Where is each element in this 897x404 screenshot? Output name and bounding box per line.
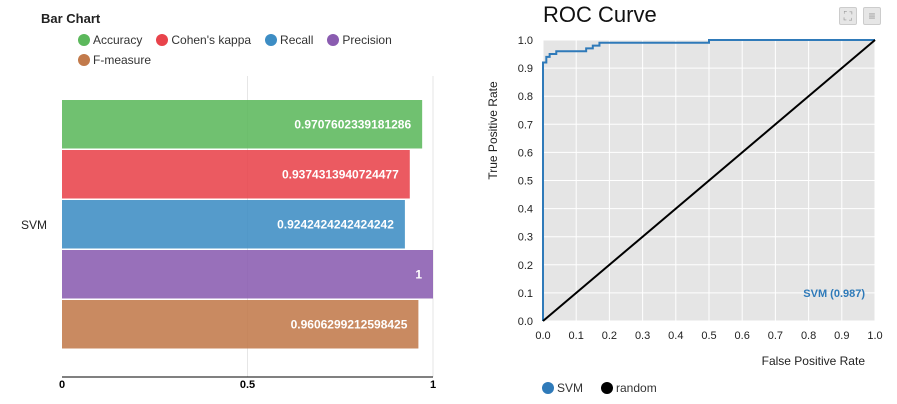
legend-marker — [78, 54, 90, 66]
bar-data-label: 1 — [415, 267, 422, 281]
series-line-svm — [542, 39, 875, 321]
x-tick-label: 0.6 — [735, 330, 750, 342]
y-tick-label: 0.3 — [518, 232, 533, 244]
legend-marker — [542, 382, 554, 394]
x-tick-label: 0.4 — [668, 330, 683, 342]
bar-chart-title: Bar Chart — [41, 11, 101, 26]
bar — [62, 100, 423, 149]
legend-label: Accuracy — [93, 33, 143, 47]
legend-item[interactable]: Accuracy — [78, 30, 142, 50]
y-tick-label: 0.0 — [518, 316, 533, 328]
y-tick-label: 0.6 — [518, 147, 533, 159]
y-tick-label: 0.1 — [518, 288, 533, 300]
series-annotation: SVM (0.987) — [803, 288, 865, 300]
menu-icon[interactable]: ≡ — [863, 7, 881, 25]
series-line-random — [542, 39, 876, 322]
legend-label: SVM — [557, 381, 584, 395]
legend-marker — [265, 34, 278, 46]
roc-chart-legend: SVM random — [542, 378, 675, 398]
x-tick-label: 0.9 — [834, 330, 849, 342]
y-tick-label: 0.7 — [518, 119, 533, 131]
legend-item[interactable]: random — [601, 378, 657, 398]
bar — [62, 200, 405, 249]
x-axis-title: False Positive Rate — [762, 354, 866, 368]
legend-label: Recall — [280, 33, 314, 47]
bar-data-label: 0.9242424242424242 — [277, 217, 394, 231]
y-tick-label: 0.2 — [518, 260, 533, 272]
y-tick-label: 0.4 — [518, 204, 533, 216]
x-tick-label: 0.8 — [801, 330, 816, 342]
bar — [62, 250, 433, 299]
legend-item[interactable]: Precision — [327, 30, 392, 50]
bar-chart-panel: Bar Chart Accuracy Cohen's kappa Recall Pre… — [21, 11, 458, 391]
bar-data-label: 0.9374313940724477 — [282, 167, 399, 181]
legend-label: Cohen's kappa — [171, 33, 252, 47]
x-tick-label: 0.2 — [602, 330, 617, 342]
legend-item[interactable]: Cohen's kappa — [156, 30, 251, 50]
x-tick-label: 0.7 — [768, 330, 783, 342]
category-label: SVM — [21, 218, 47, 232]
bar — [62, 150, 410, 199]
legend-item[interactable]: Recall — [265, 30, 313, 50]
bar-data-label: 0.9606299212598425 — [291, 317, 408, 331]
x-tick-label: 0.5 — [240, 379, 255, 391]
legend-label: Precision — [342, 33, 392, 47]
roc-chart-title: ROC Curve — [543, 2, 657, 27]
legend-label: random — [616, 381, 657, 395]
x-tick-label: 0.3 — [635, 330, 650, 342]
x-tick-label: 1.0 — [867, 330, 882, 342]
x-tick-label: 0.5 — [701, 330, 716, 342]
legend-item[interactable]: SVM — [542, 378, 583, 398]
bar — [62, 300, 419, 349]
bar-chart-legend: Accuracy Cohen's kappa Recall Precision F-me… — [78, 30, 458, 70]
legend-item[interactable]: F-measure — [78, 50, 151, 70]
expand-icon[interactable]: ⛶ — [839, 7, 857, 25]
legend-marker — [156, 34, 169, 46]
x-tick-label: 1 — [430, 379, 436, 391]
y-tick-label: 0.9 — [518, 63, 533, 75]
legend-marker — [78, 34, 90, 46]
x-tick-label: 0.0 — [535, 330, 550, 342]
roc-chart-panel: 0.0 0.1 0.2 0.3 0.4 0.5 0.6 0.7 0.8 0.9 1.0 0.0 0.1 0… — [460, 0, 897, 404]
bar-chart-svg: 0.9707602339181286 0.9374313940724477 0.92… — [21, 76, 436, 391]
legend-marker — [327, 34, 340, 46]
y-axis-title: True Positive Rate — [486, 81, 500, 180]
roc-chart-svg: 0.0 0.1 0.2 0.3 0.4 0.5 0.6 0.7 0.8 0.9 1.0 0.0 0.1 0… — [486, 35, 883, 368]
x-tick-label: 0 — [59, 379, 65, 391]
bar-data-label: 0.9707602339181286 — [294, 117, 411, 131]
x-tick-label: 0.1 — [569, 330, 584, 342]
legend-marker — [601, 382, 614, 394]
y-tick-label: 1.0 — [518, 35, 533, 47]
y-tick-label: 0.8 — [518, 91, 533, 103]
legend-label: F-measure — [93, 53, 152, 67]
y-tick-label: 0.5 — [518, 176, 533, 188]
